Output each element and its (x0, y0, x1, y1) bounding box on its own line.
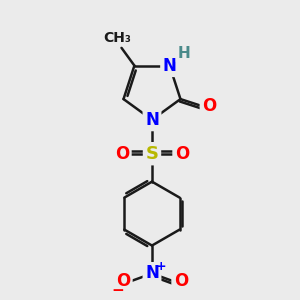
Text: S: S (146, 145, 158, 163)
Text: O: O (174, 272, 188, 290)
Text: H: H (177, 46, 190, 61)
Text: O: O (175, 145, 189, 163)
Text: O: O (116, 272, 130, 290)
Text: −: − (112, 283, 124, 298)
Text: N: N (145, 111, 159, 129)
Text: O: O (202, 98, 216, 116)
Text: O: O (115, 145, 129, 163)
Text: N: N (145, 265, 159, 283)
Text: CH₃: CH₃ (103, 31, 131, 45)
Text: +: + (156, 260, 166, 273)
Text: N: N (163, 57, 176, 75)
